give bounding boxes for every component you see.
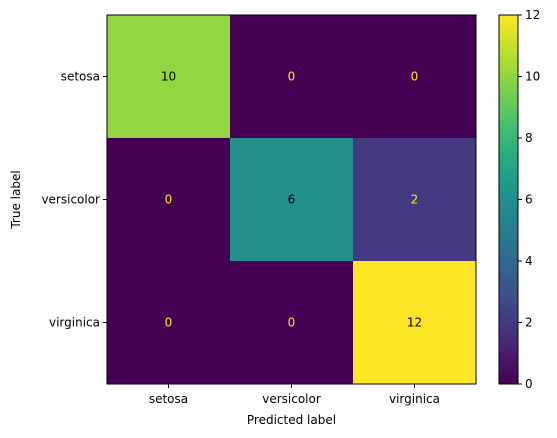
colorbar-tick-label: 4 xyxy=(525,254,533,268)
heatmap-cells xyxy=(107,15,477,385)
heatmap-cell xyxy=(230,15,354,139)
heatmap-cell xyxy=(107,15,231,139)
y-tick-label: versicolor xyxy=(41,193,100,207)
x-axis-label: Predicted label xyxy=(247,413,336,427)
cell-value-label: 12 xyxy=(407,316,422,330)
colorbar-tick-label: 6 xyxy=(525,193,533,207)
x-tick-label: virginica xyxy=(389,392,440,406)
cell-value-label: 0 xyxy=(411,70,419,84)
heatmap-cell xyxy=(353,15,477,139)
colorbar-axis: 0 2 4 6 8 10 12 xyxy=(518,8,540,391)
y-axis-label: True label xyxy=(9,170,23,229)
cell-value-label: 6 xyxy=(288,193,296,207)
y-tick-label: setosa xyxy=(61,70,100,84)
cell-annotations: 10 0 0 0 6 2 0 0 12 xyxy=(161,70,422,330)
x-tick-label: setosa xyxy=(149,392,188,406)
colorbar-tick-label: 12 xyxy=(525,8,540,22)
y-tick-label: virginica xyxy=(49,316,100,330)
cell-value-label: 0 xyxy=(288,316,296,330)
colorbar-tick-label: 0 xyxy=(525,377,533,391)
cell-value-label: 0 xyxy=(288,70,296,84)
heatmap-cell xyxy=(107,261,231,385)
cell-value-label: 0 xyxy=(165,316,173,330)
heatmap-cell xyxy=(107,138,231,262)
x-axis: setosa versicolor virginica xyxy=(149,384,440,406)
heatmap-cell xyxy=(230,138,354,262)
colorbar-tick-label: 2 xyxy=(525,316,533,330)
colorbar xyxy=(498,14,519,385)
colorbar-tick-label: 8 xyxy=(525,131,533,145)
colorbar-tick-label: 10 xyxy=(525,70,540,84)
y-axis: setosa versicolor virginica xyxy=(41,70,107,330)
cell-value-label: 10 xyxy=(161,70,176,84)
heatmap-cell xyxy=(353,138,477,262)
cell-value-label: 0 xyxy=(165,193,173,207)
cell-value-label: 2 xyxy=(411,193,419,207)
heatmap-cell xyxy=(353,261,477,385)
heatmap-cell xyxy=(230,261,354,385)
x-tick-label: versicolor xyxy=(262,392,321,406)
